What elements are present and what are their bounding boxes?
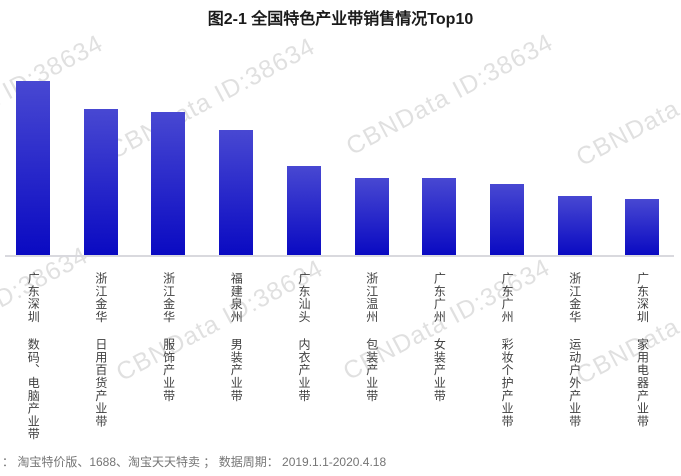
- category-label: 广东深圳 数码、电脑产业带: [26, 272, 41, 441]
- watermark-text: CBNData ID:38634: [571, 257, 681, 390]
- category-label: 浙江金华 服饰产业带: [161, 272, 176, 402]
- bar: [422, 178, 457, 255]
- bar: [286, 166, 321, 255]
- bar: [354, 178, 389, 255]
- bar: [83, 109, 118, 255]
- chart-title: 图2-1 全国特色产业带销售情况Top10: [207, 11, 474, 28]
- data-source-note: ： 淘宝特价版、1688、淘宝天天特卖 ； 数据周期： 2019.1.1-202…: [2, 455, 387, 469]
- x-axis-line: [5, 255, 674, 257]
- bar: [625, 199, 660, 255]
- category-label: 浙江金华 日用百货产业带: [93, 272, 108, 428]
- bar: [151, 112, 186, 255]
- category-label: 广东汕头 内衣产业带: [296, 272, 311, 402]
- category-label: 浙江金华 运动户外产业带: [567, 272, 582, 428]
- watermark-text: CBNData ID:38634: [0, 241, 93, 374]
- bar-chart-plot-area: [16, 81, 660, 255]
- watermark-text: CBNData ID:38634: [111, 254, 328, 387]
- bar: [16, 81, 50, 255]
- category-label: 广东广州 女装产业带: [432, 272, 447, 402]
- watermark-text: CBNData ID:38634: [338, 253, 555, 386]
- bar: [219, 130, 254, 255]
- bar: [557, 196, 592, 255]
- category-label: 广东深圳 家用电器产业带: [635, 272, 650, 428]
- category-label: 福建泉州 男装产业带: [229, 272, 244, 402]
- category-label: 浙江温州 包装产业带: [364, 272, 379, 402]
- bar: [489, 184, 524, 255]
- category-label: 广东广州 彩妆个护产业带: [500, 272, 515, 428]
